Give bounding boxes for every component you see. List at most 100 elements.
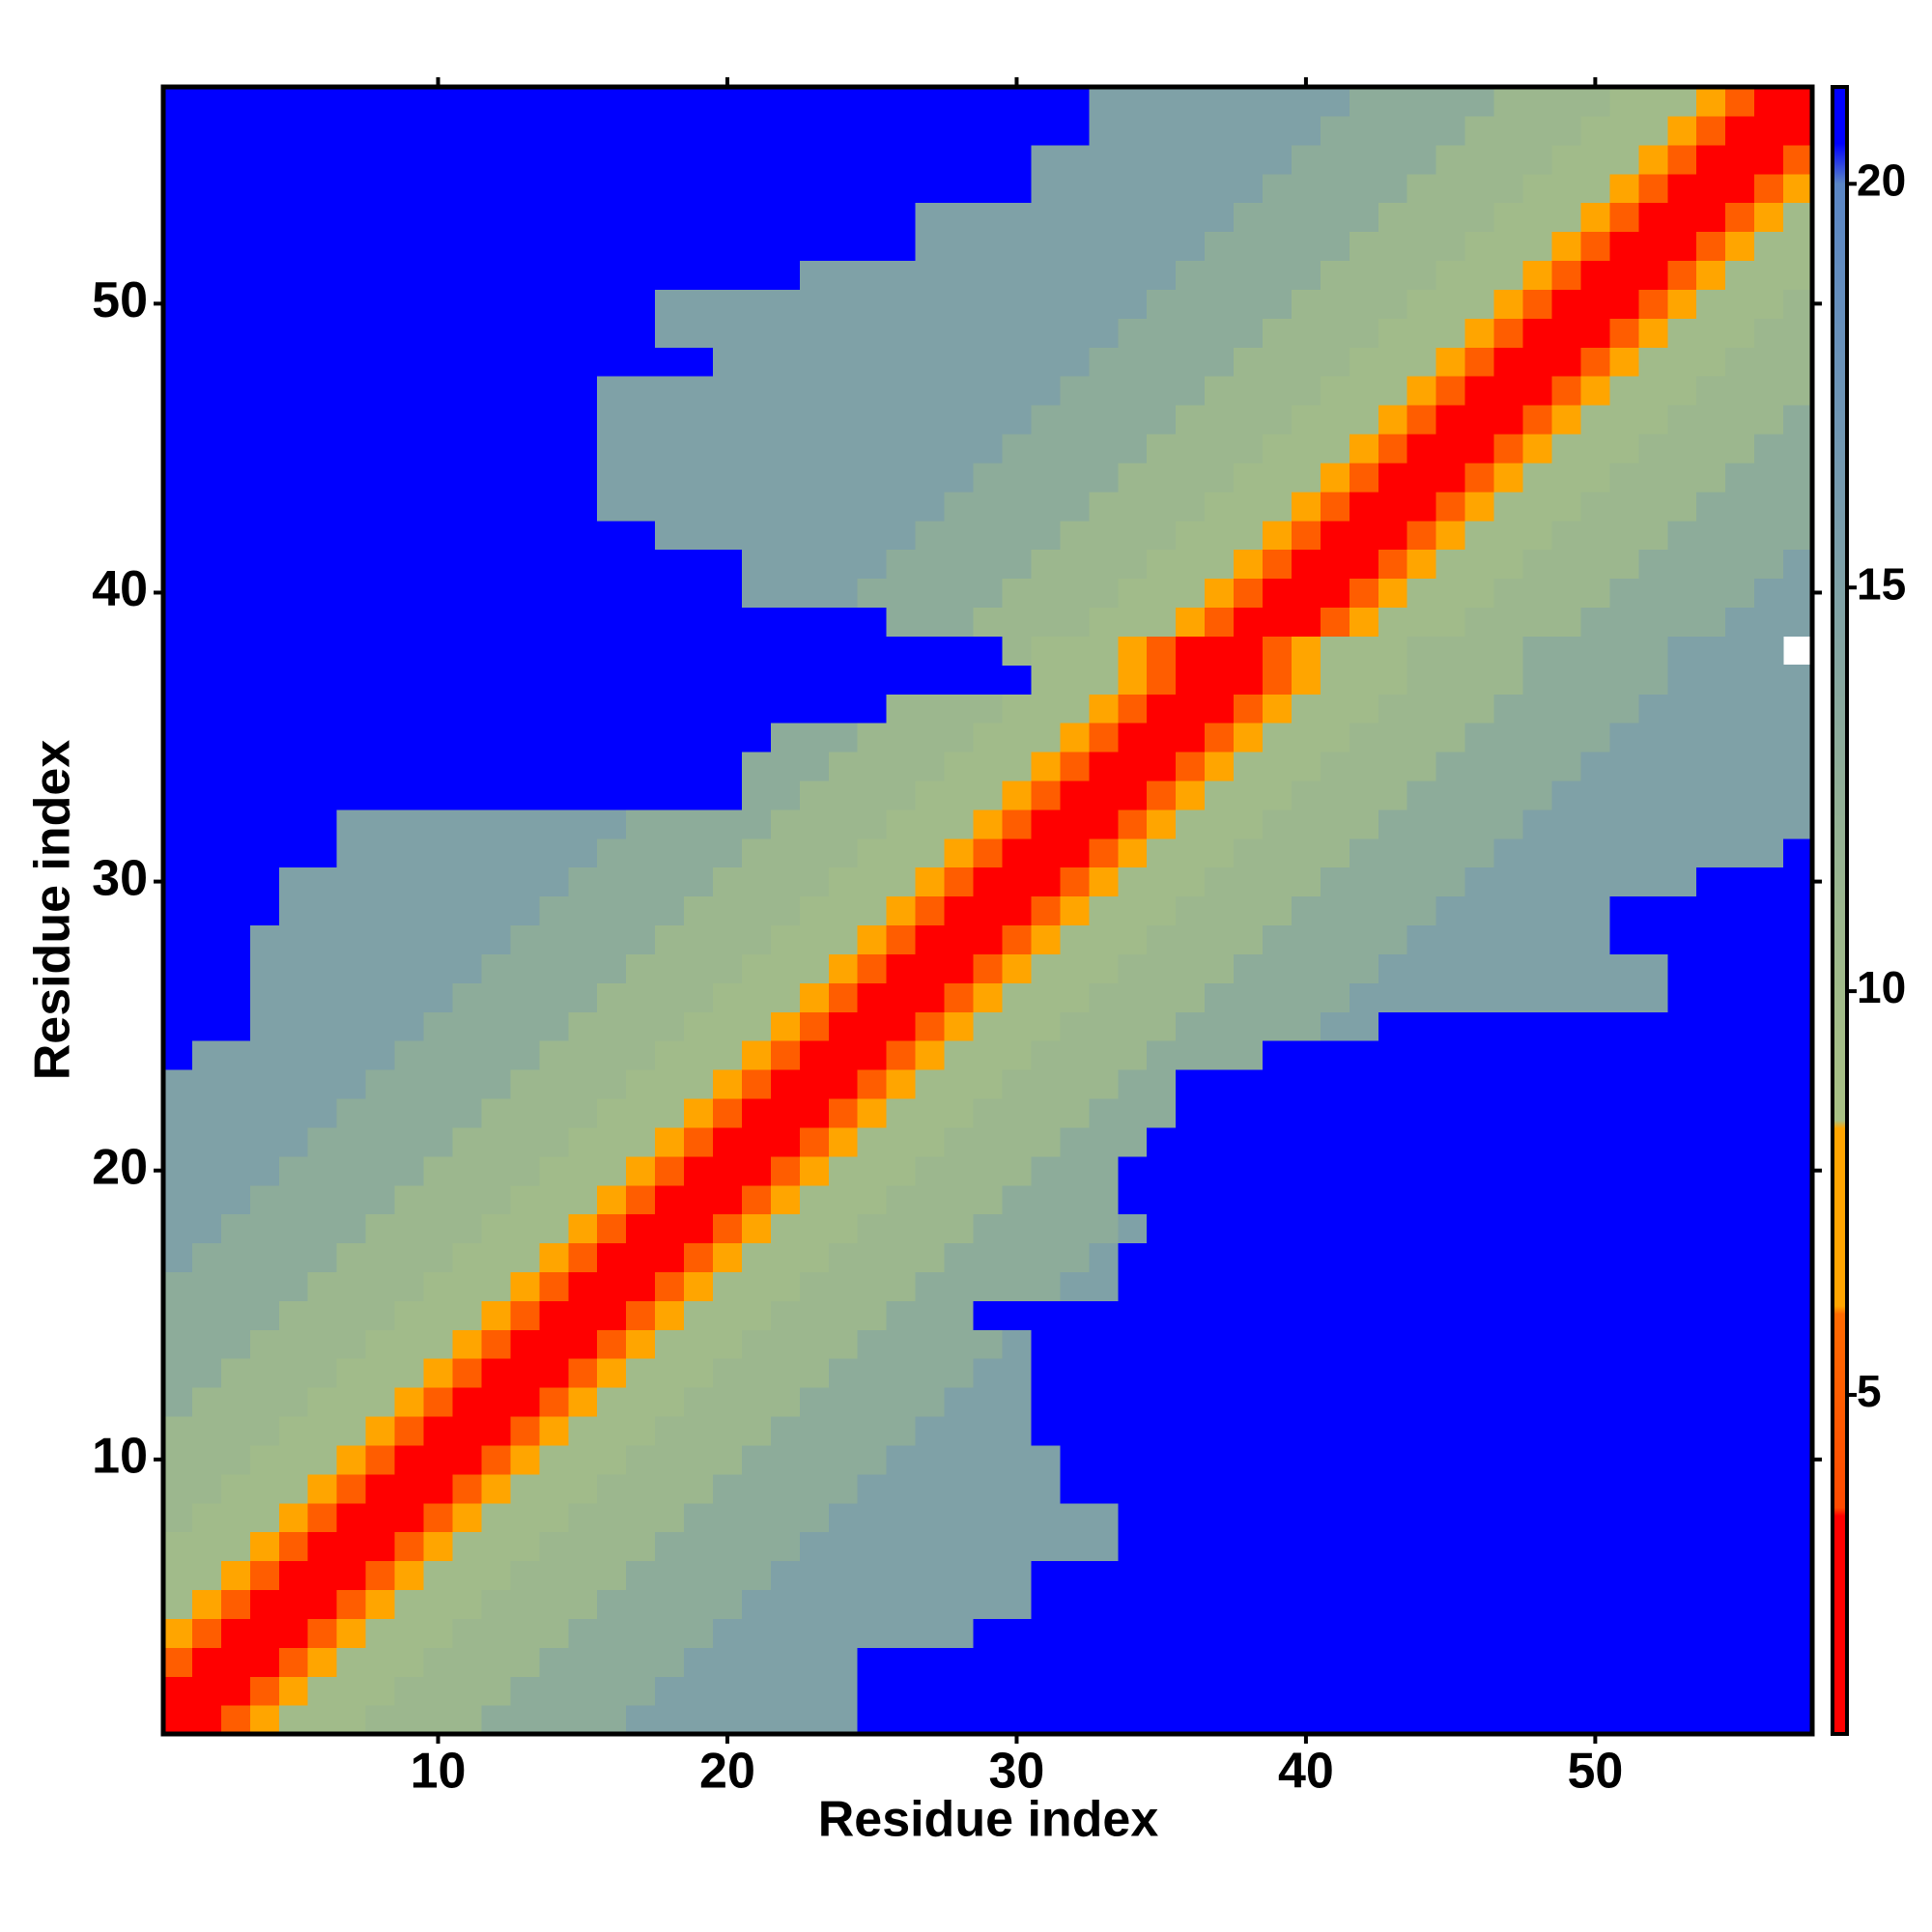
heatmap-cell bbox=[655, 1676, 685, 1706]
heatmap-cell bbox=[1435, 1069, 1466, 1099]
heatmap-cell bbox=[1349, 665, 1379, 695]
heatmap-cell bbox=[1002, 1531, 1033, 1562]
heatmap-cell bbox=[1118, 1647, 1148, 1677]
heatmap-cell bbox=[857, 1300, 888, 1330]
heatmap-cell bbox=[973, 1560, 1004, 1591]
heatmap-cell bbox=[163, 144, 193, 175]
heatmap-cell bbox=[1725, 318, 1755, 348]
heatmap-cell bbox=[1725, 1184, 1755, 1215]
heatmap-cell bbox=[278, 1444, 309, 1475]
heatmap-cell bbox=[1378, 491, 1408, 522]
heatmap-cell bbox=[1522, 491, 1553, 522]
heatmap-cell bbox=[1754, 1618, 1784, 1648]
heatmap-cell bbox=[1609, 491, 1639, 522]
heatmap-cell bbox=[915, 838, 946, 868]
heatmap-cell bbox=[1580, 549, 1610, 580]
heatmap-cell bbox=[944, 1069, 975, 1099]
heatmap-cell bbox=[539, 1676, 569, 1706]
heatmap-cell bbox=[539, 636, 569, 666]
heatmap-cell bbox=[655, 1011, 685, 1041]
heatmap-cell bbox=[1580, 1213, 1610, 1244]
heatmap-cell bbox=[278, 491, 309, 522]
heatmap-cell bbox=[365, 1329, 396, 1359]
heatmap-cell bbox=[510, 867, 540, 897]
heatmap-cell bbox=[1263, 1387, 1293, 1417]
heatmap-cell bbox=[278, 1531, 309, 1562]
heatmap-cell bbox=[191, 1531, 222, 1562]
heatmap-cell bbox=[1002, 1097, 1033, 1128]
heatmap-cell bbox=[1002, 1126, 1033, 1157]
heatmap-cell bbox=[1031, 1531, 1061, 1562]
heatmap-cell bbox=[655, 433, 685, 464]
heatmap-cell bbox=[1349, 260, 1379, 290]
heatmap-cell bbox=[394, 1040, 425, 1070]
heatmap-cell bbox=[249, 1531, 280, 1562]
heatmap-cell bbox=[1089, 1300, 1119, 1330]
heatmap-cell bbox=[713, 87, 743, 117]
heatmap-cell bbox=[886, 87, 917, 117]
heatmap-cell bbox=[1464, 867, 1495, 897]
heatmap-cell bbox=[1725, 636, 1755, 666]
heatmap-cell bbox=[452, 924, 483, 954]
heatmap-cell bbox=[1176, 1155, 1206, 1186]
heatmap-cell bbox=[1147, 838, 1177, 868]
heatmap-cell bbox=[1320, 723, 1350, 753]
heatmap-cell bbox=[655, 462, 685, 493]
heatmap-cell bbox=[1667, 1213, 1697, 1244]
heatmap-cell bbox=[163, 1213, 193, 1244]
heatmap-cell bbox=[394, 838, 425, 868]
heatmap-cell bbox=[1580, 202, 1610, 233]
heatmap-cell bbox=[249, 1011, 280, 1041]
heatmap-cell bbox=[1031, 1126, 1061, 1157]
heatmap-cell bbox=[1118, 1531, 1148, 1562]
heatmap-cell bbox=[1522, 636, 1553, 666]
heatmap-cell bbox=[1696, 578, 1726, 609]
heatmap-cell bbox=[1551, 289, 1582, 319]
heatmap-cell bbox=[278, 1329, 309, 1359]
heatmap-cell bbox=[249, 1589, 280, 1619]
heatmap-cell bbox=[1320, 982, 1350, 1012]
heatmap-cell bbox=[973, 1011, 1004, 1041]
heatmap-cell bbox=[336, 260, 367, 290]
heatmap-cell bbox=[1349, 1184, 1379, 1215]
heatmap-cell bbox=[915, 1069, 946, 1099]
heatmap-cell bbox=[770, 578, 801, 609]
heatmap-cell bbox=[336, 1618, 367, 1648]
heatmap-cells bbox=[163, 87, 1813, 1735]
heatmap-cell bbox=[828, 1647, 859, 1677]
heatmap-cell bbox=[1349, 1560, 1379, 1591]
heatmap-cell bbox=[1580, 115, 1610, 146]
heatmap-cell bbox=[770, 462, 801, 493]
heatmap-cell bbox=[1493, 1618, 1524, 1648]
heatmap-cell bbox=[1667, 867, 1697, 897]
heatmap-cell bbox=[713, 1387, 743, 1417]
heatmap-cell bbox=[191, 1242, 222, 1273]
heatmap-cell bbox=[481, 405, 511, 435]
heatmap-cell bbox=[1002, 462, 1033, 493]
heatmap-cell bbox=[568, 1011, 598, 1041]
heatmap-cell bbox=[1147, 318, 1177, 348]
heatmap-cell bbox=[1291, 1560, 1321, 1591]
heatmap-cell bbox=[684, 1184, 714, 1215]
heatmap-cell bbox=[1609, 1589, 1639, 1619]
heatmap-cell bbox=[915, 1213, 946, 1244]
heatmap-cell bbox=[713, 318, 743, 348]
heatmap-cell bbox=[510, 953, 540, 983]
heatmap-cell bbox=[1234, 289, 1264, 319]
heatmap-cell bbox=[307, 694, 338, 724]
heatmap-cell bbox=[1609, 1560, 1639, 1591]
heatmap-cell bbox=[1089, 405, 1119, 435]
heatmap-cell bbox=[1060, 982, 1090, 1012]
heatmap-cell bbox=[886, 723, 917, 753]
heatmap-cell bbox=[1234, 1097, 1264, 1128]
heatmap-cell bbox=[1493, 1647, 1524, 1677]
heatmap-cell bbox=[539, 1213, 569, 1244]
heatmap-cell bbox=[191, 260, 222, 290]
heatmap-cell bbox=[336, 895, 367, 926]
heatmap-cell bbox=[1638, 1184, 1668, 1215]
heatmap-cell bbox=[799, 462, 830, 493]
heatmap-cell bbox=[1147, 723, 1177, 753]
heatmap-cell bbox=[1493, 665, 1524, 695]
heatmap-cell bbox=[857, 347, 888, 377]
heatmap-cell bbox=[365, 144, 396, 175]
